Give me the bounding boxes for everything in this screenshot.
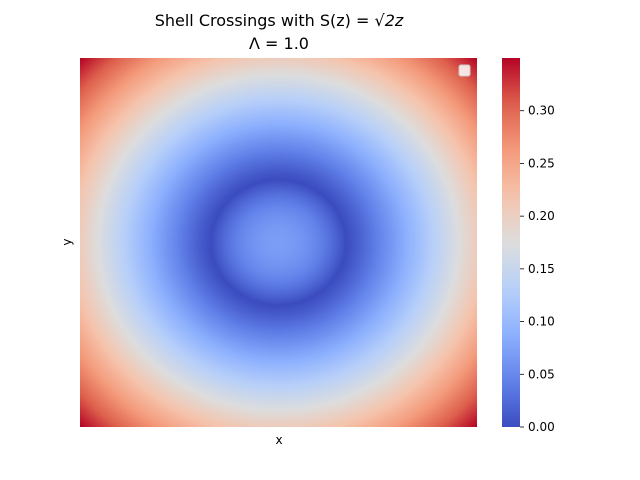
y-axis-label: y	[60, 238, 74, 245]
colorbar-ticks: 0.00 0.05 0.10 0.15 0.20 0.25 0.30	[520, 104, 555, 434]
colorbar-gradient	[502, 58, 520, 427]
colorbar: 0.00 0.05 0.10 0.15 0.20 0.25 0.30	[502, 58, 555, 434]
chart-title-line2: Λ = 1.0	[249, 34, 309, 53]
chart-title-line1: Shell Crossings with S(z) = √2z	[155, 11, 404, 30]
colorbar-tick-label: 0.10	[528, 315, 555, 329]
heatmap	[80, 58, 477, 427]
colorbar-tick-label: 0.05	[528, 367, 555, 381]
colorbar-tick-label: 0.25	[528, 156, 555, 170]
heatmap-image	[80, 58, 477, 427]
chart-title-math: √2z	[375, 11, 404, 30]
colorbar-tick-label: 0.20	[528, 209, 555, 223]
legend-box	[458, 64, 471, 77]
chart-title-prefix: Shell Crossings with S(z) =	[155, 11, 375, 30]
colorbar-tick-label: 0.30	[528, 104, 555, 118]
x-axis-label: x	[275, 433, 282, 447]
colorbar-tick-label: 0.00	[528, 420, 555, 434]
colorbar-tick-label: 0.15	[528, 262, 555, 276]
